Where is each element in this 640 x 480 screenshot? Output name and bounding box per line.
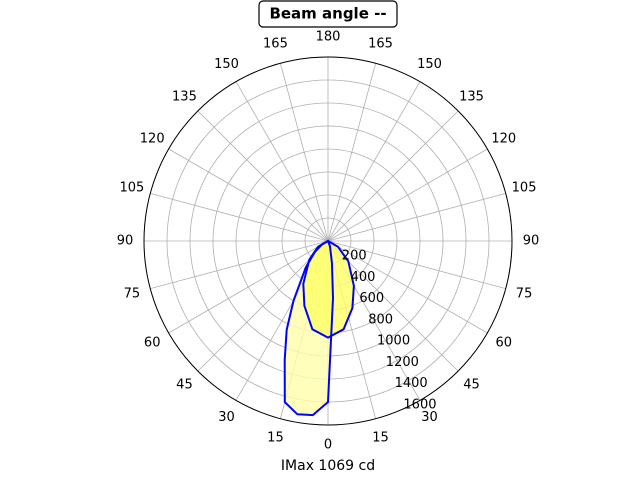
theta-tick-label: 165 — [263, 36, 288, 51]
theta-tick-label: 90 — [523, 234, 540, 249]
theta-tick-label: 30 — [218, 410, 235, 425]
r-tick-label: 1600 — [403, 397, 436, 412]
theta-tick-label: 45 — [176, 378, 193, 393]
theta-tick-label: 120 — [491, 132, 516, 147]
polar-frame — [143, 56, 513, 426]
area — [303, 241, 354, 338]
theta-tick-label: 150 — [417, 57, 442, 72]
theta-tick-label: 180 — [316, 30, 341, 45]
r-tick-label: 200 — [342, 249, 367, 264]
theta-tick-label: 75 — [124, 286, 141, 301]
theta-tick-label: 60 — [496, 336, 513, 351]
r-tick-label: 1200 — [386, 355, 419, 370]
line — [302, 239, 355, 339]
theta-tick-label: 165 — [368, 36, 393, 51]
theta-tick-label: 105 — [120, 181, 145, 196]
theta-tick-label: 60 — [144, 336, 161, 351]
theta-tick-label: 45 — [463, 378, 480, 393]
theta-tick-label: 105 — [512, 181, 537, 196]
theta-tick-label: 90 — [117, 234, 134, 249]
theta-tick-label: 30 — [421, 410, 438, 425]
theta-tick-label: 15 — [267, 431, 284, 446]
r-tick-label: 1400 — [395, 376, 428, 391]
title-box — [258, 0, 398, 28]
r-tick-label: 400 — [351, 270, 376, 285]
theta-tick-label: 0 — [324, 438, 332, 453]
theta-tick-label: 135 — [172, 89, 197, 104]
chart-title: Beam angle -- — [269, 5, 386, 23]
theta-tick-label: 15 — [372, 431, 389, 446]
r-tick-label: 800 — [368, 312, 393, 327]
r-tick-label: 600 — [359, 291, 384, 306]
theta-tick-label: 120 — [140, 132, 165, 147]
theta-tick-label: 135 — [459, 89, 484, 104]
theta-tick-label: 75 — [516, 286, 533, 301]
x-axis-label: IMax 1069 cd — [281, 458, 375, 474]
theta-tick-label: 150 — [214, 57, 239, 72]
r-tick-label: 1000 — [377, 334, 410, 349]
